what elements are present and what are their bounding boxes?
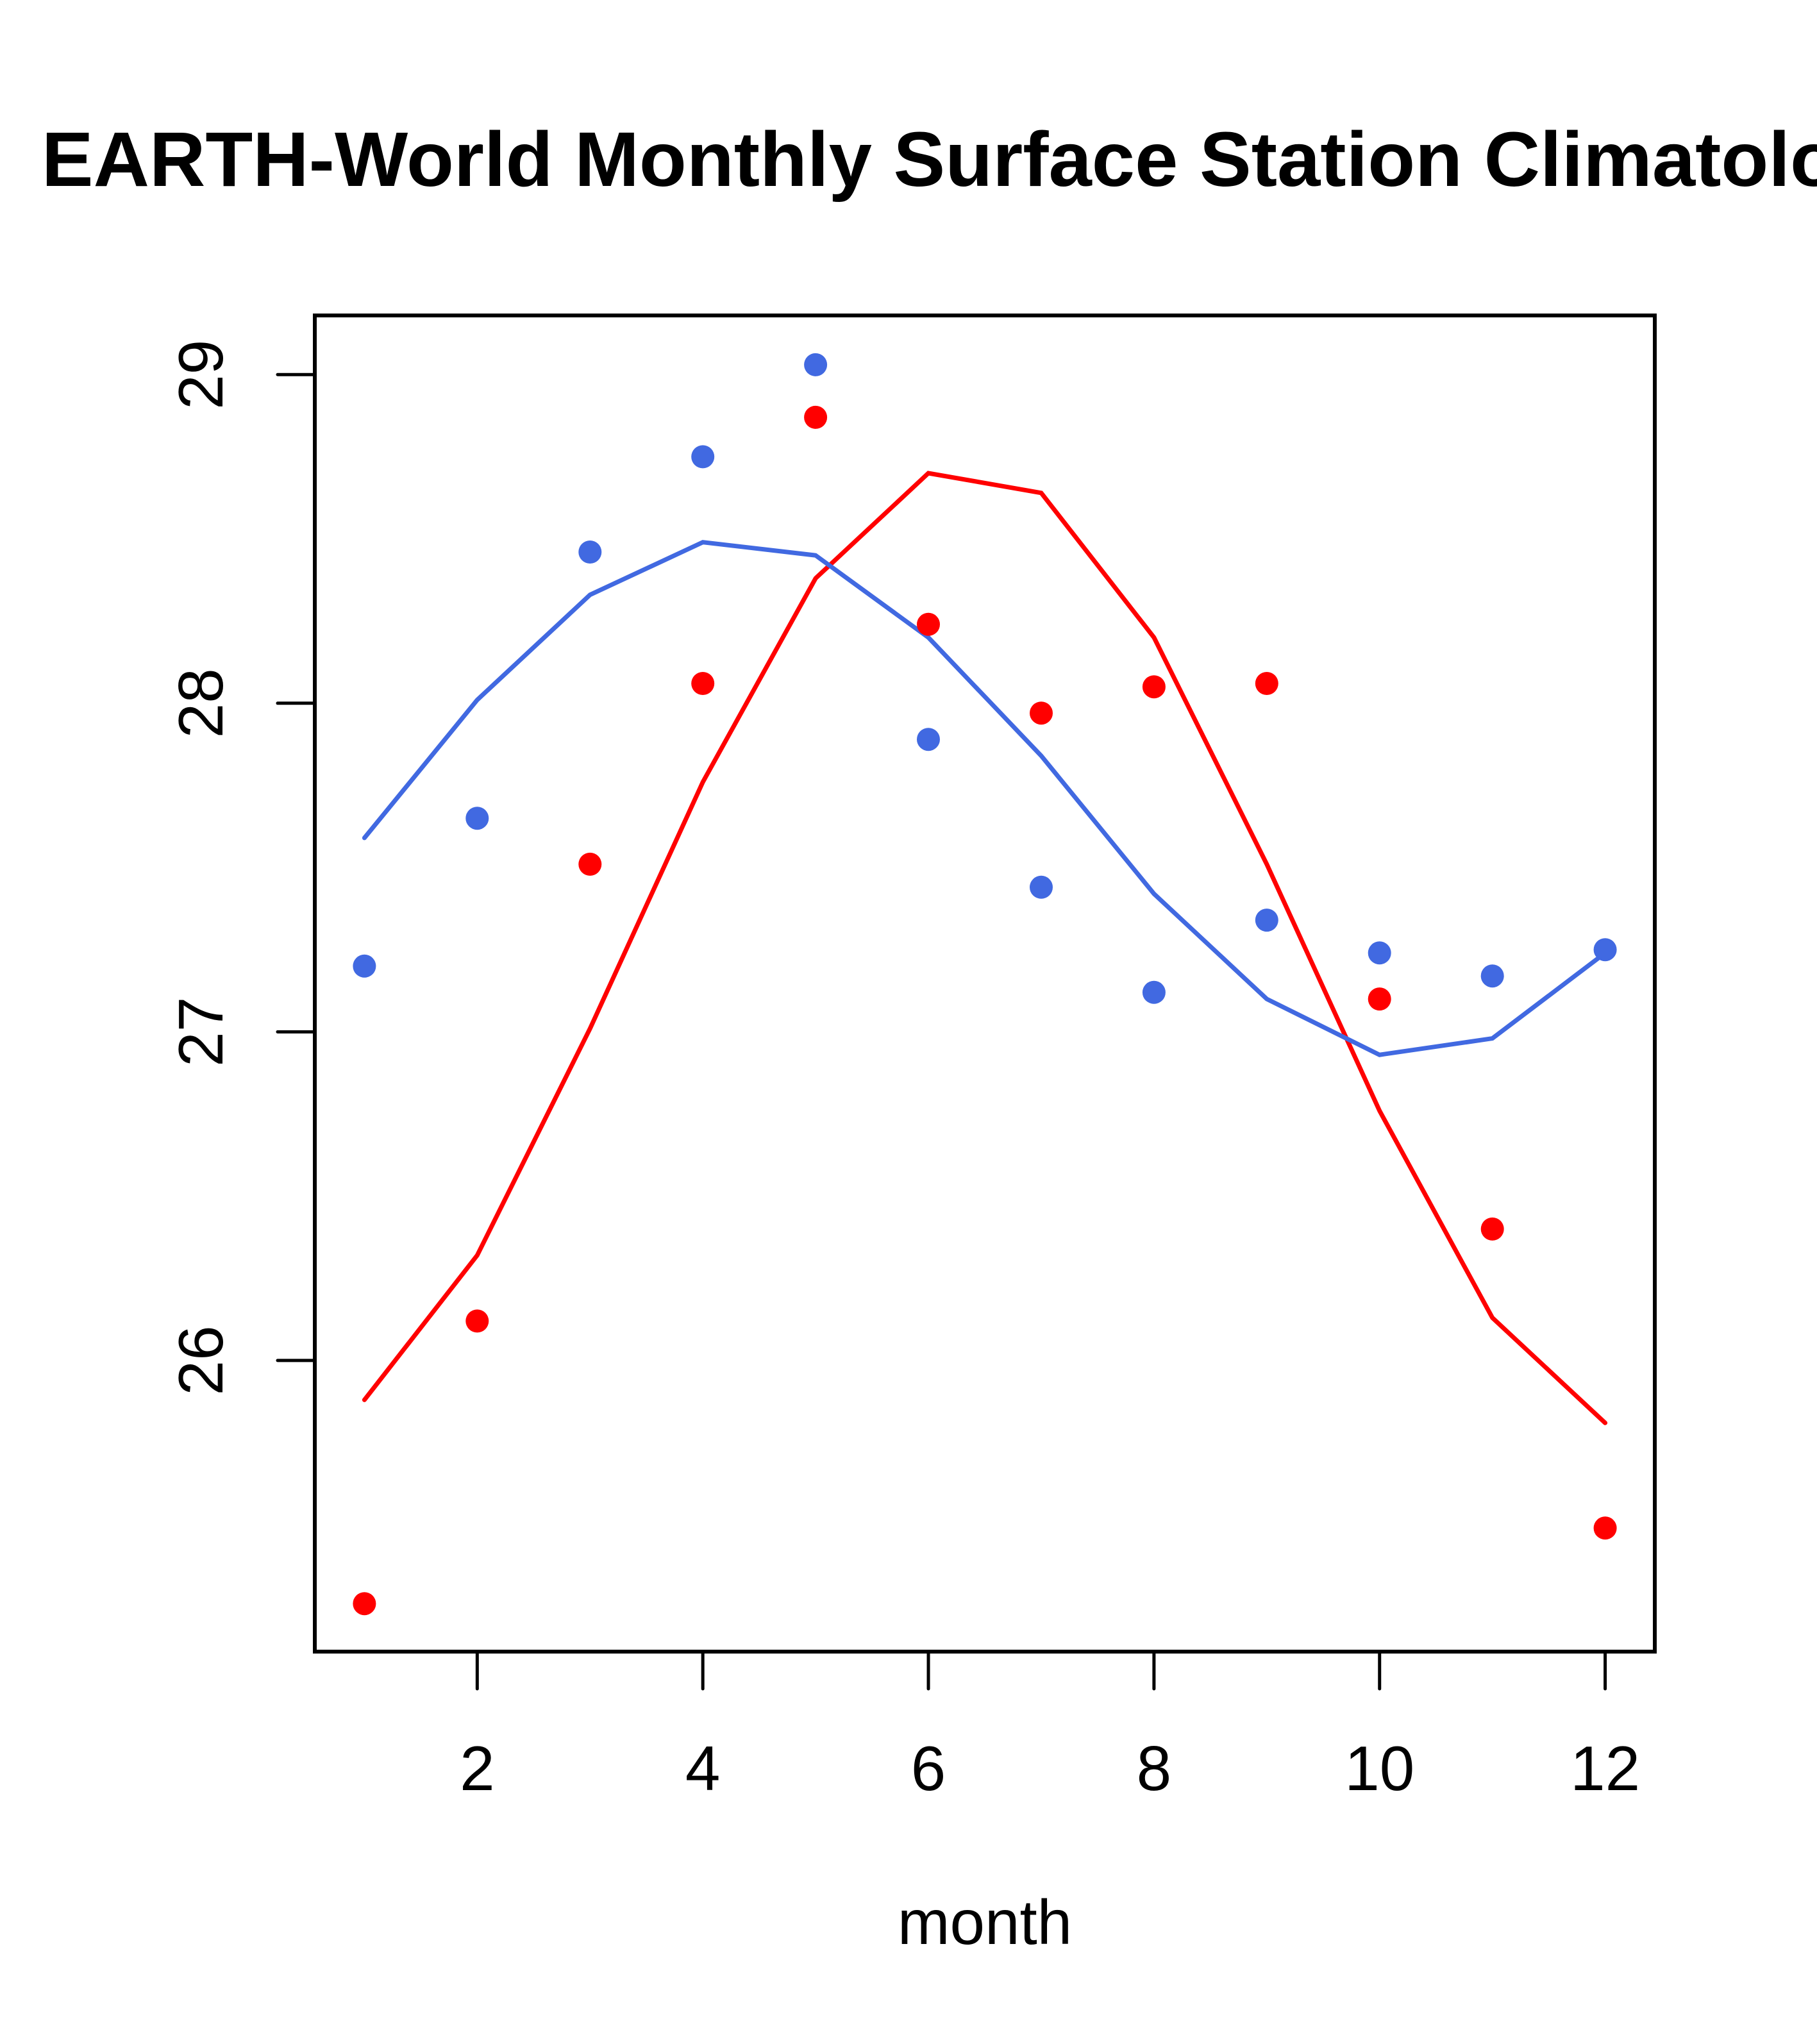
x-tick-label-12: 12 bbox=[1570, 1733, 1640, 1804]
chart-title: EARTH-World Monthly Surface Station Clim… bbox=[42, 115, 1817, 203]
red-points bbox=[353, 405, 1617, 1616]
blue-points-point-4 bbox=[691, 445, 715, 469]
red-points-point-4 bbox=[691, 672, 715, 695]
red-points-point-10 bbox=[1368, 987, 1391, 1011]
blue-points-point-2 bbox=[465, 807, 489, 830]
blue-points-point-6 bbox=[917, 728, 940, 751]
y-tick-label-27: 27 bbox=[165, 997, 236, 1067]
x-tick-label-2: 2 bbox=[460, 1733, 495, 1804]
y-tick-label-26: 26 bbox=[165, 1325, 236, 1395]
red-points-point-11 bbox=[1480, 1217, 1504, 1241]
y-tick-label-29: 29 bbox=[165, 340, 236, 410]
x-axis: 2 4 6 8 10 12 bbox=[460, 1650, 1640, 1804]
red-points-point-9 bbox=[1255, 672, 1278, 695]
red-points-point-12 bbox=[1593, 1516, 1617, 1540]
red-points-point-7 bbox=[1030, 701, 1053, 725]
blue-points-point-3 bbox=[578, 540, 602, 564]
x-tick-label-4: 4 bbox=[685, 1733, 721, 1804]
red-points-point-5 bbox=[804, 405, 828, 429]
red-points-point-3 bbox=[578, 852, 602, 876]
blue-points-point-10 bbox=[1368, 941, 1391, 965]
x-tick-label-10: 10 bbox=[1344, 1733, 1414, 1804]
red-points-point-2 bbox=[465, 1309, 489, 1333]
y-tick-label-28: 28 bbox=[165, 668, 236, 738]
blue-points bbox=[353, 353, 1617, 1004]
blue-line bbox=[362, 540, 1608, 1057]
x-tick-label-6: 6 bbox=[911, 1733, 946, 1804]
x-axis-label: month bbox=[898, 1887, 1072, 1957]
red-points-point-8 bbox=[1142, 675, 1166, 699]
red-points-point-1 bbox=[353, 1592, 376, 1616]
y-axis: 26 27 28 29 bbox=[165, 340, 317, 1395]
blue-points-point-8 bbox=[1142, 980, 1166, 1004]
blue-points-point-1 bbox=[353, 954, 376, 978]
blue-points-point-12 bbox=[1593, 938, 1617, 962]
blue-points-point-7 bbox=[1030, 875, 1053, 899]
blue-points-point-5 bbox=[804, 353, 828, 376]
blue-points-point-11 bbox=[1480, 964, 1504, 988]
series-layer bbox=[353, 353, 1617, 1616]
red-line bbox=[362, 471, 1608, 1425]
x-tick-label-8: 8 bbox=[1137, 1733, 1172, 1804]
blue-points-point-9 bbox=[1255, 909, 1278, 932]
red-points-point-6 bbox=[917, 612, 940, 636]
